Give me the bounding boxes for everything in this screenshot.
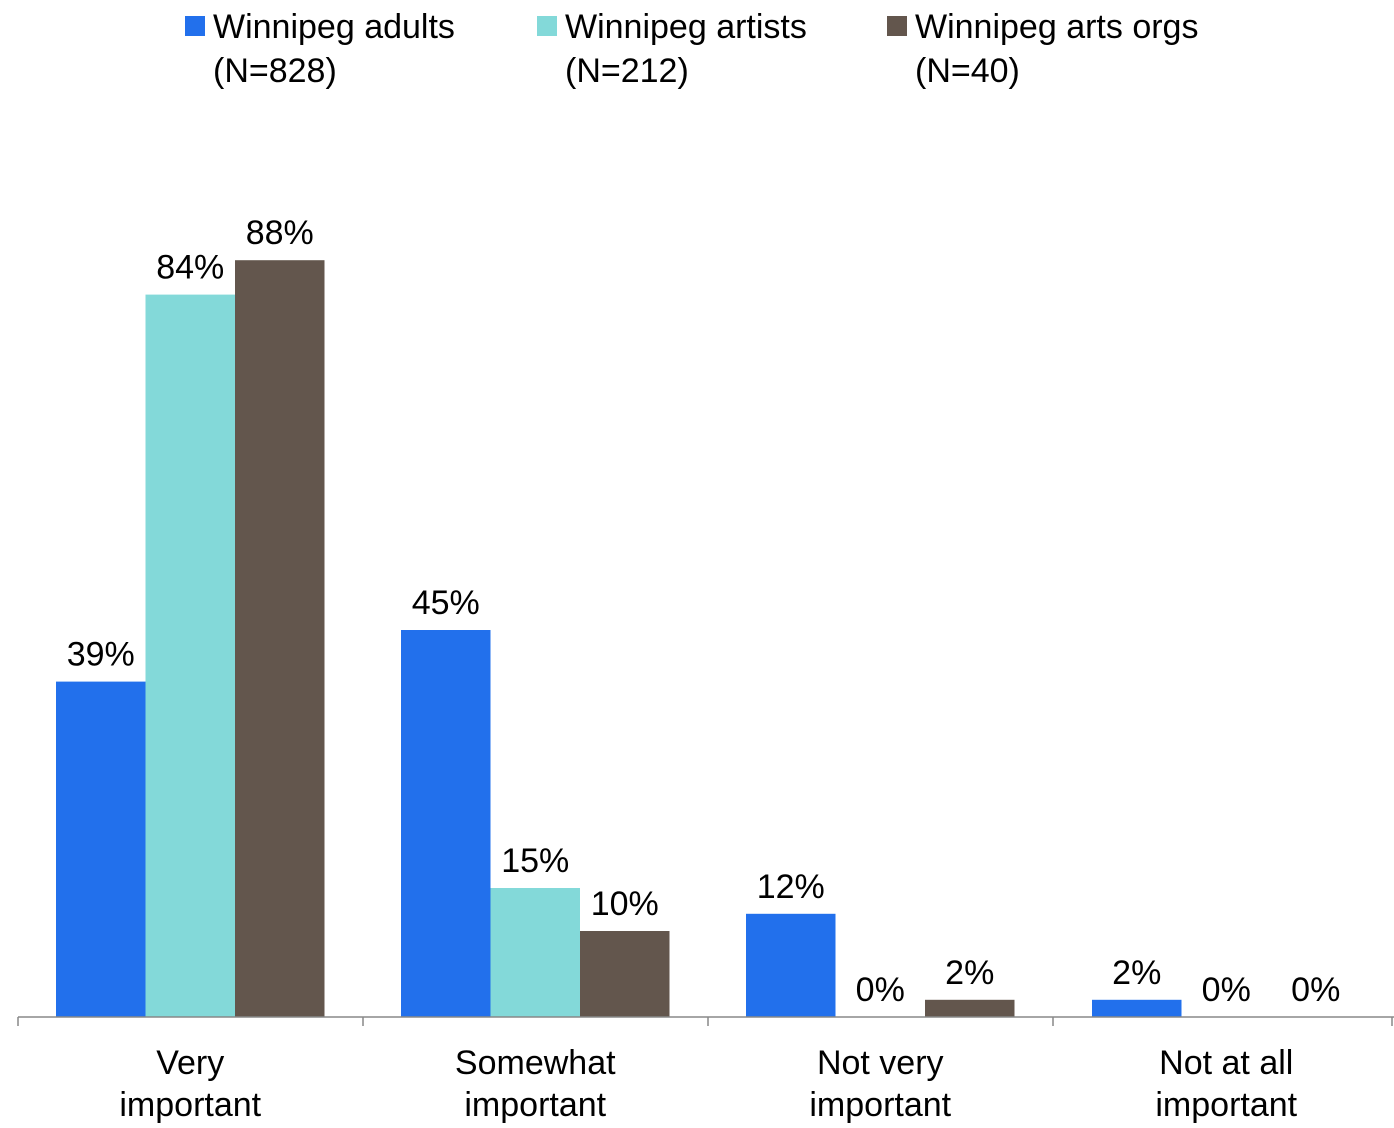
category-label: Somewhat important [455, 1044, 616, 1124]
bar-1-3 [746, 913, 836, 1017]
data-label: 15% [501, 842, 569, 880]
data-label: 88% [246, 214, 314, 252]
legend-entry: Winnipeg arts orgs (N=40) [915, 8, 1198, 90]
bar-1-2 [401, 630, 491, 1017]
bar-1-1 [56, 681, 146, 1017]
bar-3-2 [580, 931, 670, 1017]
legend-swatch [185, 16, 205, 36]
bar-3-1 [235, 260, 325, 1017]
bar-2-1 [145, 294, 235, 1018]
legend-swatch [537, 16, 557, 36]
data-label: 0% [856, 971, 905, 1009]
data-label: 2% [1112, 954, 1161, 992]
bar-2-2 [490, 888, 580, 1017]
bar-1-4 [1092, 999, 1182, 1017]
bars [56, 260, 1182, 1018]
data-label: 39% [67, 636, 135, 674]
legend-entry: Winnipeg adults (N=828) [213, 8, 455, 90]
legend: Winnipeg adults (N=828) Winnipeg artists (N… [185, 8, 1198, 90]
data-label: 0% [1202, 971, 1251, 1009]
data-label: 0% [1291, 971, 1340, 1009]
data-label: 84% [156, 249, 224, 287]
data-label: 12% [757, 868, 825, 906]
category-label: Not at all important [1155, 1044, 1297, 1124]
data-label: 2% [945, 954, 994, 992]
data-label: 45% [412, 584, 480, 622]
legend-swatch [887, 16, 907, 36]
bar-3-3 [925, 999, 1015, 1017]
category-label: Very important [119, 1044, 261, 1124]
value-labels: 39% 45% 12% 2% 84% 15% 0% 0% 88% 10% 2% 0% [67, 214, 1341, 1009]
data-label: 10% [591, 885, 659, 923]
legend-entry: Winnipeg artists (N=212) [565, 8, 807, 90]
x-axis: Very important Somewhat important Not very im… [17, 1016, 1394, 1124]
category-label: Not very important [809, 1044, 951, 1124]
